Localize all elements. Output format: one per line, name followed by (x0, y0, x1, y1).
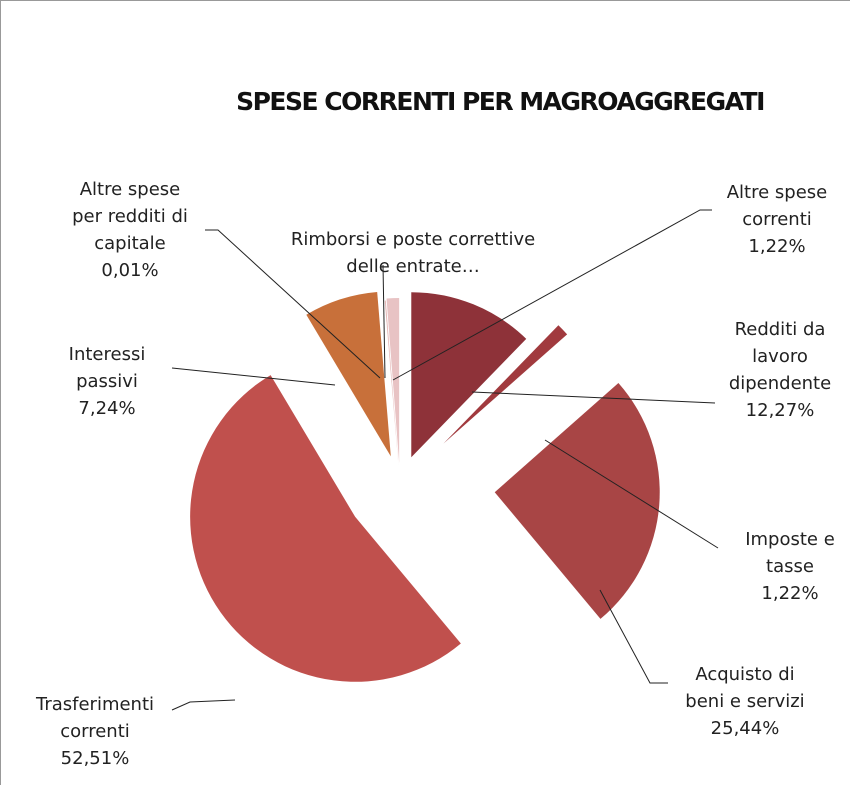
slice-value-label: 0,01% (101, 260, 158, 281)
slice-label: Imposte e tasse (745, 529, 835, 577)
slice-label: Trasferimenti correnti (35, 694, 154, 742)
chart-title: SPESE CORRENTI PER MAGROAGGREGATI (236, 87, 764, 116)
leader-line (471, 391, 716, 404)
slice-value-label: 1,22% (761, 583, 818, 604)
slice-value-label: 7,24% (78, 398, 135, 419)
slice-label: Interessi passivi (69, 344, 146, 392)
slice-value-label: 1,22% (748, 236, 805, 257)
leader-line (171, 699, 236, 711)
pie-slice (384, 300, 399, 466)
pie-slice (494, 383, 660, 619)
slice-label: Rimborsi e poste correttive delle entrate… (291, 229, 535, 277)
leader-line (599, 589, 668, 684)
leader-line (171, 367, 336, 386)
slice-value-label: 52,51% (61, 748, 130, 769)
slice-label: Acquisto di beni e servizi (685, 664, 804, 712)
pie-slice (443, 325, 568, 444)
slice-value-label: 25,44% (711, 718, 780, 739)
slice-label: Redditi da lavoro dipendente (729, 319, 831, 394)
leader-line (392, 209, 712, 381)
pie-slice (386, 298, 400, 464)
pie-slice (190, 375, 461, 682)
leader-line (382, 264, 386, 379)
pie-slice (384, 300, 399, 466)
leader-line (205, 229, 381, 379)
slice-label: Altre spese per redditi di capitale (72, 179, 188, 254)
pie-slice (411, 292, 527, 458)
pie-slice (306, 292, 391, 457)
slice-value-label: 12,27% (746, 400, 815, 421)
slice-label: Altre spese correnti (727, 182, 828, 230)
leader-line (544, 439, 719, 549)
